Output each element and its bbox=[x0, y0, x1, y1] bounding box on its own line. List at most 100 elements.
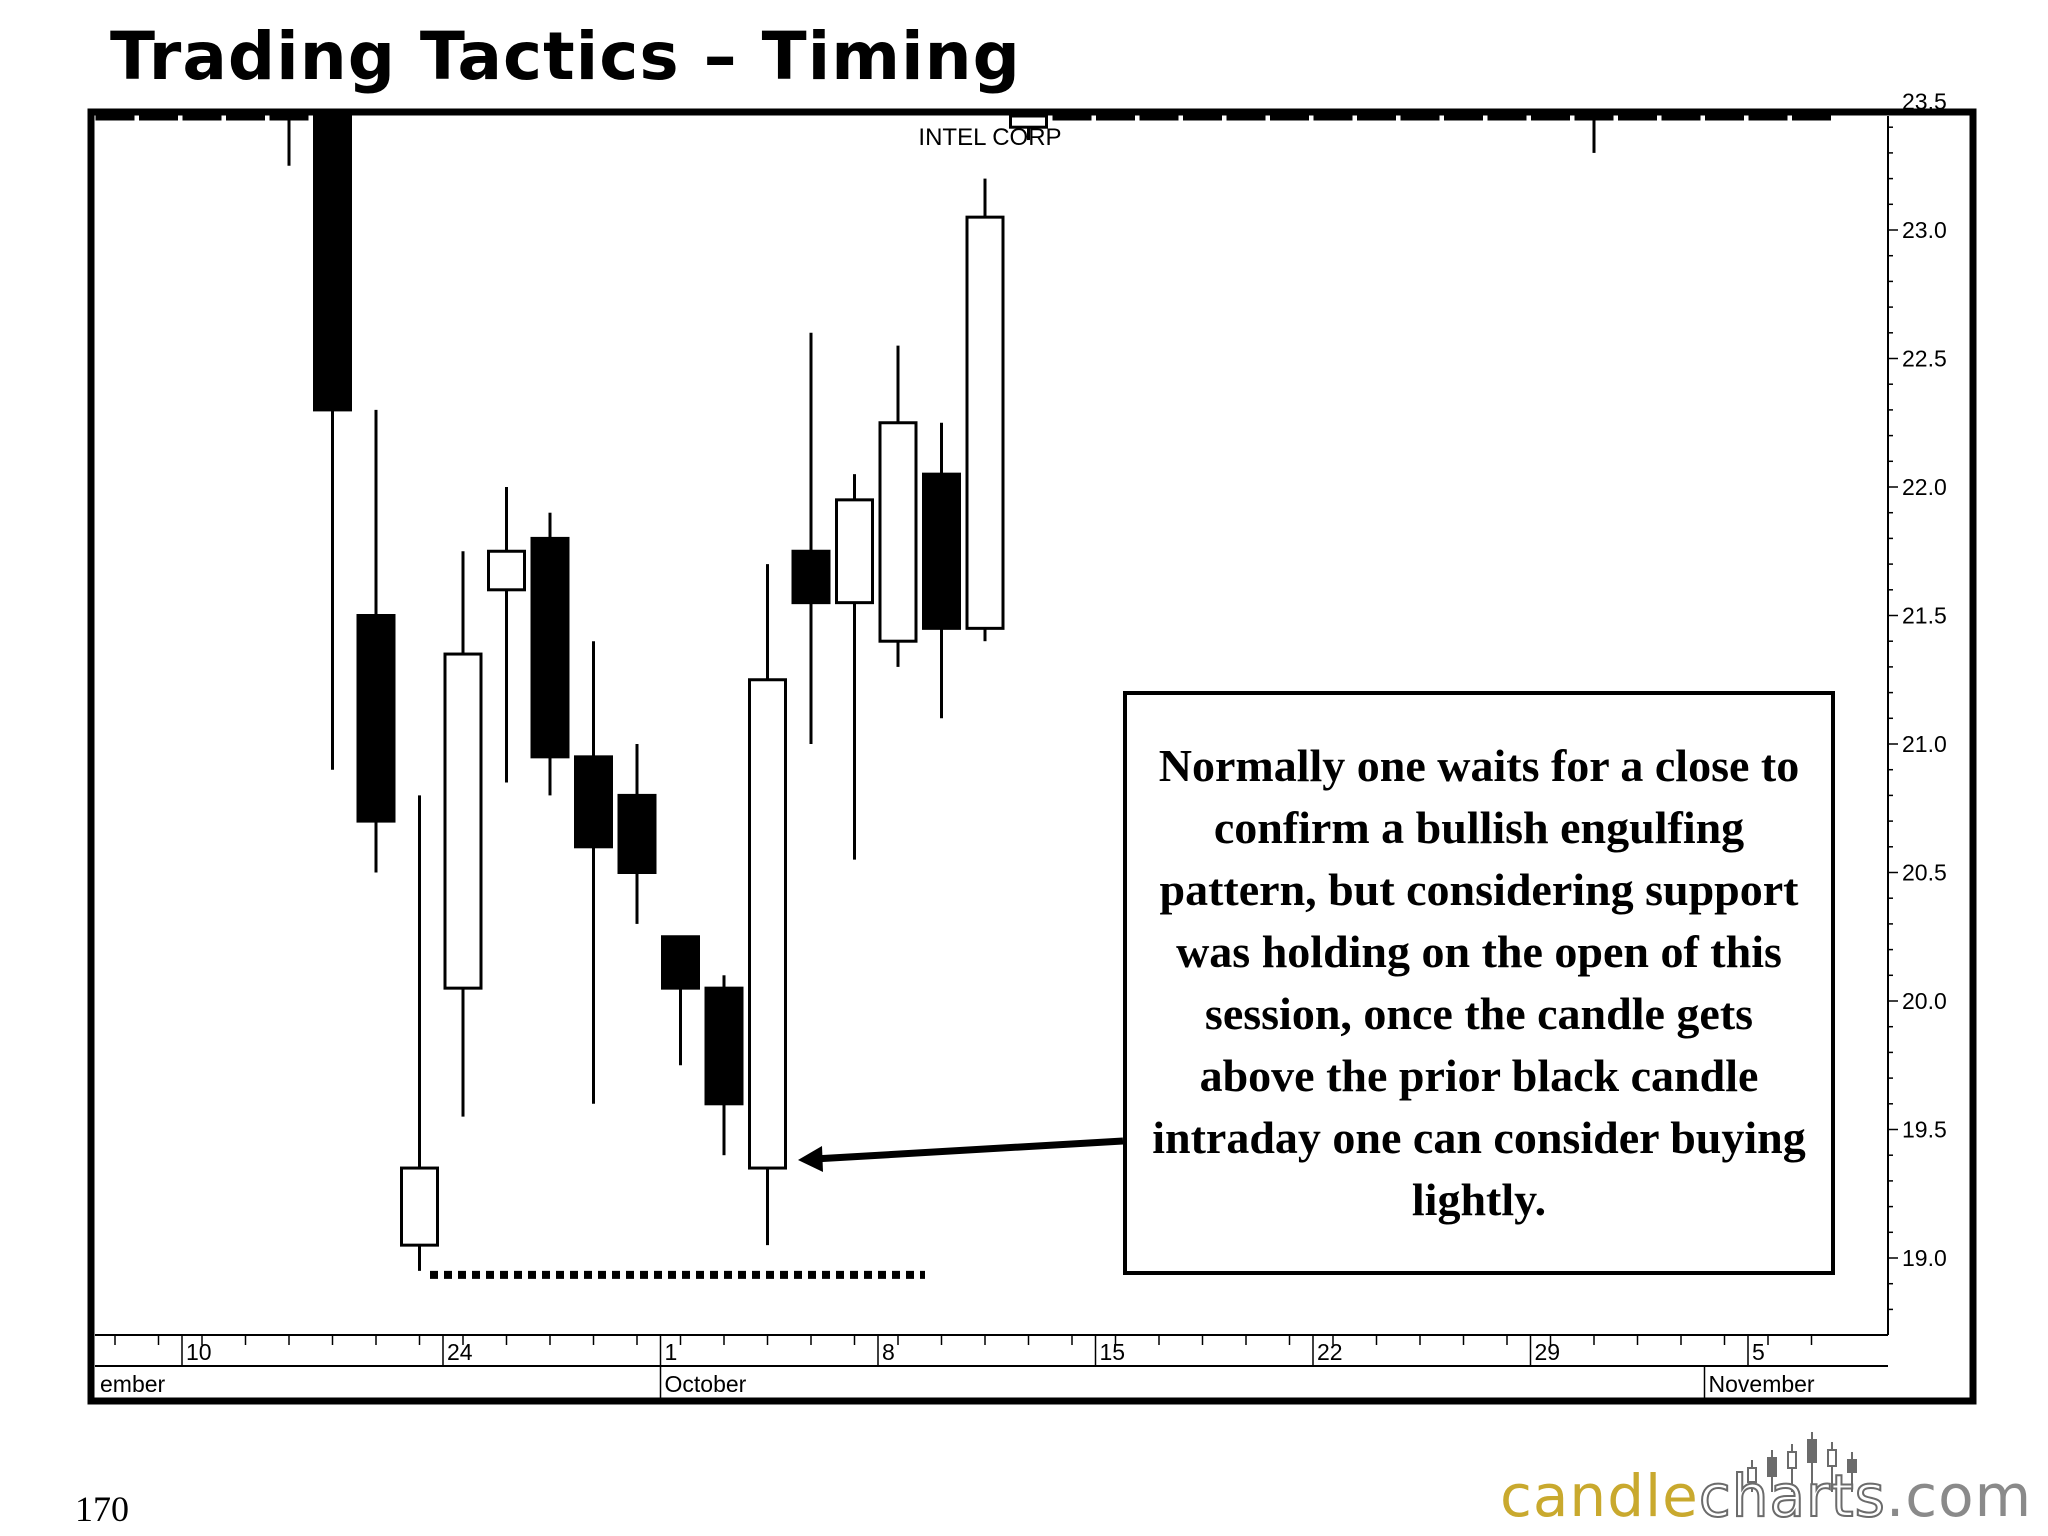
x-axis: 10 24 1 8 15 22 29 5 ember October November bbox=[95, 1334, 1888, 1398]
candle-body-white bbox=[182, 114, 222, 121]
candle bbox=[1444, 114, 1483, 121]
candle bbox=[748, 564, 787, 1246]
candle-body-black bbox=[313, 114, 352, 412]
candle-body-black bbox=[356, 614, 396, 823]
candle bbox=[1009, 114, 1048, 141]
candle bbox=[313, 114, 352, 770]
y-tick-label: 23.0 bbox=[1902, 217, 1947, 243]
y-tick-label: 20.0 bbox=[1902, 988, 1947, 1014]
candle-body-white bbox=[1792, 114, 1831, 121]
chart-title: INTEL CORP bbox=[918, 124, 1061, 151]
y-tick-label: 19.5 bbox=[1902, 1117, 1947, 1143]
candlecharts-logo: candlecharts.com bbox=[1500, 1430, 2031, 1531]
candle-body-white bbox=[1313, 114, 1353, 121]
candle bbox=[574, 641, 613, 1104]
candle-body-white bbox=[443, 652, 483, 990]
candle-body-white bbox=[1139, 114, 1179, 121]
candle-body-white bbox=[878, 421, 918, 643]
candle-body-black bbox=[226, 114, 265, 121]
slide-title: Trading Tactics – Timing bbox=[110, 18, 1021, 95]
candle bbox=[530, 512, 570, 796]
y-tick-label: 23.5 bbox=[1902, 89, 1947, 115]
candle-body-black bbox=[791, 549, 831, 605]
candle bbox=[965, 178, 1005, 642]
x-month-label: ember bbox=[100, 1371, 166, 1397]
y-tick-label: 22.5 bbox=[1902, 346, 1947, 372]
candle bbox=[922, 422, 961, 719]
candle bbox=[356, 409, 396, 873]
candle bbox=[1792, 114, 1831, 121]
candle-body-black bbox=[1487, 114, 1527, 121]
candle-body-black bbox=[574, 755, 613, 849]
candle bbox=[1618, 114, 1657, 121]
candle-body-black bbox=[1531, 114, 1570, 121]
x-day-label: 5 bbox=[1752, 1339, 1765, 1365]
candle-body-black bbox=[1357, 114, 1396, 121]
candle-body-white bbox=[1748, 114, 1788, 121]
candle-body-white bbox=[1618, 114, 1657, 121]
candle-body-black bbox=[95, 114, 135, 121]
candle bbox=[1487, 114, 1527, 121]
candle-body-white bbox=[1009, 114, 1048, 129]
candle bbox=[269, 114, 309, 166]
candles-group bbox=[95, 114, 1831, 1271]
candle bbox=[1357, 114, 1396, 121]
candle-body-black bbox=[269, 114, 309, 121]
candle bbox=[617, 744, 657, 924]
candle bbox=[1661, 114, 1701, 121]
annotation-callout-box: Normally one waits for a close to confir… bbox=[1123, 691, 1835, 1275]
y-tick-label: 20.5 bbox=[1902, 860, 1947, 886]
candle-body-white bbox=[1400, 114, 1440, 121]
candle-body-black bbox=[661, 935, 700, 990]
candle bbox=[1139, 114, 1179, 121]
candle bbox=[1705, 114, 1744, 121]
x-month-label: October bbox=[665, 1371, 747, 1397]
candle-body-white bbox=[400, 1166, 439, 1247]
logo-text-com: .com bbox=[1885, 1462, 2033, 1530]
candle-body-black bbox=[1183, 114, 1222, 121]
y-tick-label: 19.0 bbox=[1902, 1245, 1947, 1271]
candle bbox=[835, 474, 874, 860]
y-tick-label: 21.0 bbox=[1902, 731, 1947, 757]
candle bbox=[1574, 114, 1614, 153]
logo-wordmark: candlecharts.com bbox=[1500, 1461, 2033, 1531]
callout-text: Normally one waits for a close to confir… bbox=[1152, 740, 1806, 1225]
x-day-label: 22 bbox=[1317, 1339, 1343, 1365]
candle bbox=[487, 487, 526, 783]
candle-body-black bbox=[1574, 114, 1614, 121]
logo-text-candle: candle bbox=[1500, 1462, 1699, 1530]
candle bbox=[1531, 114, 1570, 121]
candle-body-white bbox=[1444, 114, 1483, 121]
candle-body-white bbox=[1052, 114, 1092, 121]
x-month-label: November bbox=[1709, 1371, 1815, 1397]
y-tick-label: 21.5 bbox=[1902, 603, 1947, 629]
candle-body-white bbox=[835, 498, 874, 605]
candle bbox=[878, 345, 918, 667]
candle-body-black bbox=[1226, 114, 1266, 121]
x-day-label: 10 bbox=[186, 1339, 212, 1365]
candle-body-black bbox=[617, 793, 657, 875]
candle bbox=[661, 935, 700, 1066]
x-day-label: 15 bbox=[1100, 1339, 1126, 1365]
candle bbox=[1270, 114, 1309, 121]
candle bbox=[400, 795, 439, 1271]
candle bbox=[1400, 114, 1440, 121]
candle-body-white bbox=[1661, 114, 1701, 121]
y-tick-label: 22.0 bbox=[1902, 474, 1947, 500]
candle-body-white bbox=[1270, 114, 1309, 121]
candle bbox=[182, 114, 222, 121]
candle-body-black bbox=[704, 986, 744, 1106]
candle bbox=[1052, 114, 1092, 121]
candle-body-black bbox=[922, 472, 961, 630]
x-day-label: 8 bbox=[882, 1339, 895, 1365]
candle bbox=[1748, 114, 1788, 121]
candle-body-black bbox=[139, 114, 178, 121]
y-axis: 19.0 19.5 20.0 20.5 21.0 21.5 22.0 22.5 23.0 23.5… bbox=[1887, 89, 1947, 1335]
logo-text-charts: charts bbox=[1698, 1461, 1886, 1531]
candlestick-logo-icon bbox=[1747, 1432, 1857, 1492]
candle bbox=[1313, 114, 1353, 121]
x-day-label: 24 bbox=[447, 1339, 473, 1365]
candle bbox=[1226, 114, 1266, 121]
candle bbox=[704, 975, 744, 1156]
candle-body-white bbox=[487, 549, 526, 592]
